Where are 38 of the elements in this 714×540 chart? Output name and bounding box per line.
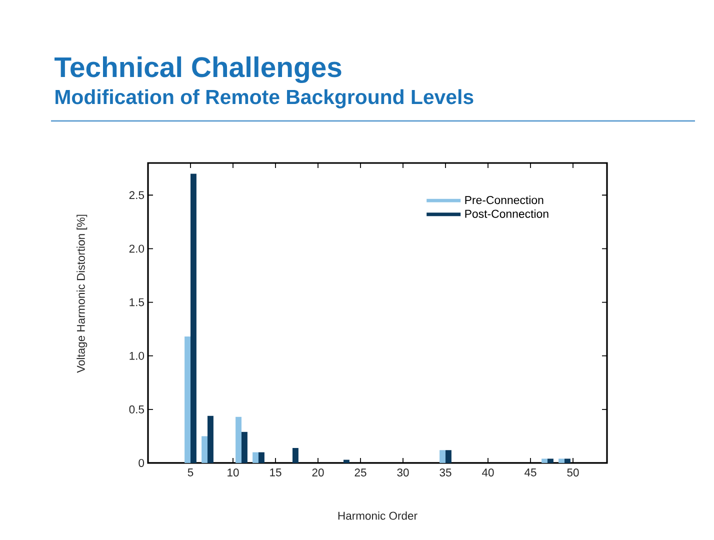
bar — [558, 458, 565, 463]
bar — [564, 458, 570, 463]
bar — [252, 452, 259, 463]
x-tick-label: 20 — [312, 468, 324, 476]
bar — [202, 436, 208, 463]
bar — [446, 450, 452, 463]
x-tick-label: 30 — [397, 468, 409, 476]
x-tick-label: 10 — [228, 468, 239, 476]
x-tick-label: 35 — [440, 468, 452, 476]
bar — [208, 416, 214, 463]
bar — [258, 452, 264, 463]
y-tick-label: 1.5 — [130, 298, 144, 306]
bar — [548, 458, 554, 463]
y-tick-label: 1.0 — [130, 352, 144, 360]
x-tick-label: 40 — [482, 468, 494, 476]
y-tick-label: 2.0 — [129, 244, 144, 253]
x-axis-title: Harmonic Order — [338, 512, 418, 520]
chart-title: Technical Challenges — [54, 56, 342, 84]
chart-subtitle: Modification of Remote Background Levels — [56, 89, 474, 108]
legend-label: Pre-Connection — [465, 196, 544, 204]
x-tick-label: 25 — [354, 468, 366, 476]
x-tick-label: 15 — [270, 468, 282, 476]
bar — [440, 450, 446, 463]
y-tick-label: 0.5 — [129, 405, 144, 414]
y-axis-title: Voltage Harmonic Distortion [%] — [76, 214, 88, 373]
x-tick-label: 50 — [567, 468, 579, 476]
bar — [236, 416, 242, 463]
bar — [190, 174, 196, 463]
bar — [292, 448, 298, 463]
x-tick-label: 5 — [188, 468, 194, 476]
bar — [542, 458, 548, 463]
legend-label: Post-Connection — [465, 209, 548, 218]
x-tick-label: 45 — [524, 468, 536, 476]
y-tick-label: 2.5 — [129, 191, 144, 200]
y-tick-label: 0 — [138, 459, 144, 467]
bar — [242, 432, 248, 463]
bar — [344, 460, 350, 463]
bar — [184, 336, 191, 463]
